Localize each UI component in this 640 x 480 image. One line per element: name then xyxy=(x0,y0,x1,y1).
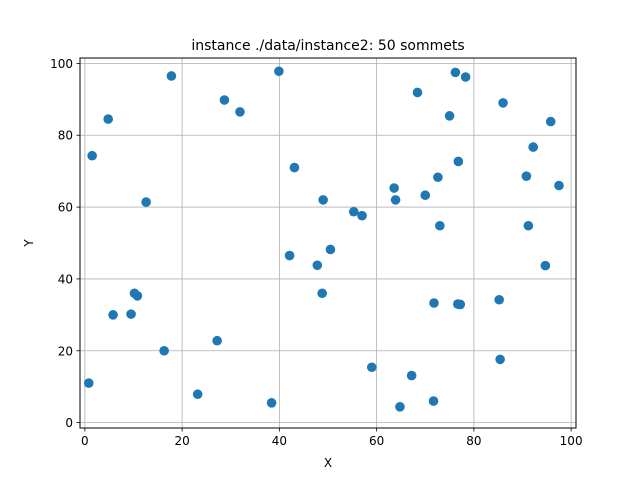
data-point xyxy=(266,398,277,408)
x-tick-label: 40 xyxy=(272,434,287,448)
data-point xyxy=(318,195,328,205)
data-point xyxy=(159,345,169,356)
data-point xyxy=(87,150,97,161)
data-point xyxy=(325,244,336,255)
data-point xyxy=(389,183,399,193)
data-point xyxy=(103,114,114,124)
y-tick-label: 60 xyxy=(58,201,73,215)
data-point xyxy=(406,370,417,381)
data-point xyxy=(554,180,564,191)
data-points xyxy=(83,66,564,412)
x-tick-label: 80 xyxy=(466,434,481,448)
data-point xyxy=(433,172,443,183)
data-point xyxy=(192,389,203,400)
data-point xyxy=(289,162,300,173)
plot-frame xyxy=(79,57,577,429)
data-point xyxy=(166,71,177,81)
axis-ticks: 0 20 40 60 80 100 0 20 40 60 80 100 xyxy=(50,57,582,448)
y-tick-label: 80 xyxy=(58,129,73,143)
x-tick-label: 20 xyxy=(174,434,189,448)
x-tick-label: 0 xyxy=(81,434,89,448)
y-tick-label: 100 xyxy=(50,57,73,71)
data-point xyxy=(420,190,431,201)
data-point xyxy=(435,220,445,231)
data-point xyxy=(521,171,532,181)
data-point xyxy=(357,210,367,221)
data-point xyxy=(455,299,466,310)
x-axis-label: X xyxy=(324,456,332,470)
y-axis-label: Y xyxy=(22,239,36,248)
data-point xyxy=(429,298,439,308)
data-point xyxy=(132,291,143,301)
data-point xyxy=(284,250,295,261)
data-point xyxy=(444,111,455,121)
data-point xyxy=(545,116,556,127)
x-tick-label: 100 xyxy=(560,434,583,448)
data-point xyxy=(498,98,508,108)
data-point xyxy=(312,260,323,271)
data-point xyxy=(366,362,377,373)
data-point xyxy=(450,67,461,78)
data-point xyxy=(235,107,245,117)
data-point xyxy=(453,156,464,167)
data-point xyxy=(412,87,423,98)
chart-title: instance ./data/instance2: 50 sommets xyxy=(191,38,464,54)
y-tick-label: 40 xyxy=(58,272,73,286)
data-point xyxy=(317,288,327,299)
data-point xyxy=(523,220,534,231)
data-point xyxy=(348,206,359,217)
data-point xyxy=(83,378,94,388)
data-point xyxy=(108,310,118,320)
data-point xyxy=(212,335,222,346)
data-point xyxy=(126,309,136,319)
data-point xyxy=(495,354,505,365)
grid-lines xyxy=(80,58,576,428)
data-point xyxy=(494,294,504,305)
data-point xyxy=(395,402,405,412)
data-point xyxy=(141,197,151,207)
data-point xyxy=(219,95,230,105)
y-tick-label: 20 xyxy=(58,344,73,358)
data-point xyxy=(460,72,471,82)
data-point xyxy=(528,142,539,152)
data-point xyxy=(390,195,401,205)
data-point xyxy=(274,66,284,77)
data-point xyxy=(428,396,439,406)
data-point xyxy=(540,260,551,271)
y-tick-label: 0 xyxy=(65,416,73,430)
x-tick-label: 60 xyxy=(369,434,384,448)
